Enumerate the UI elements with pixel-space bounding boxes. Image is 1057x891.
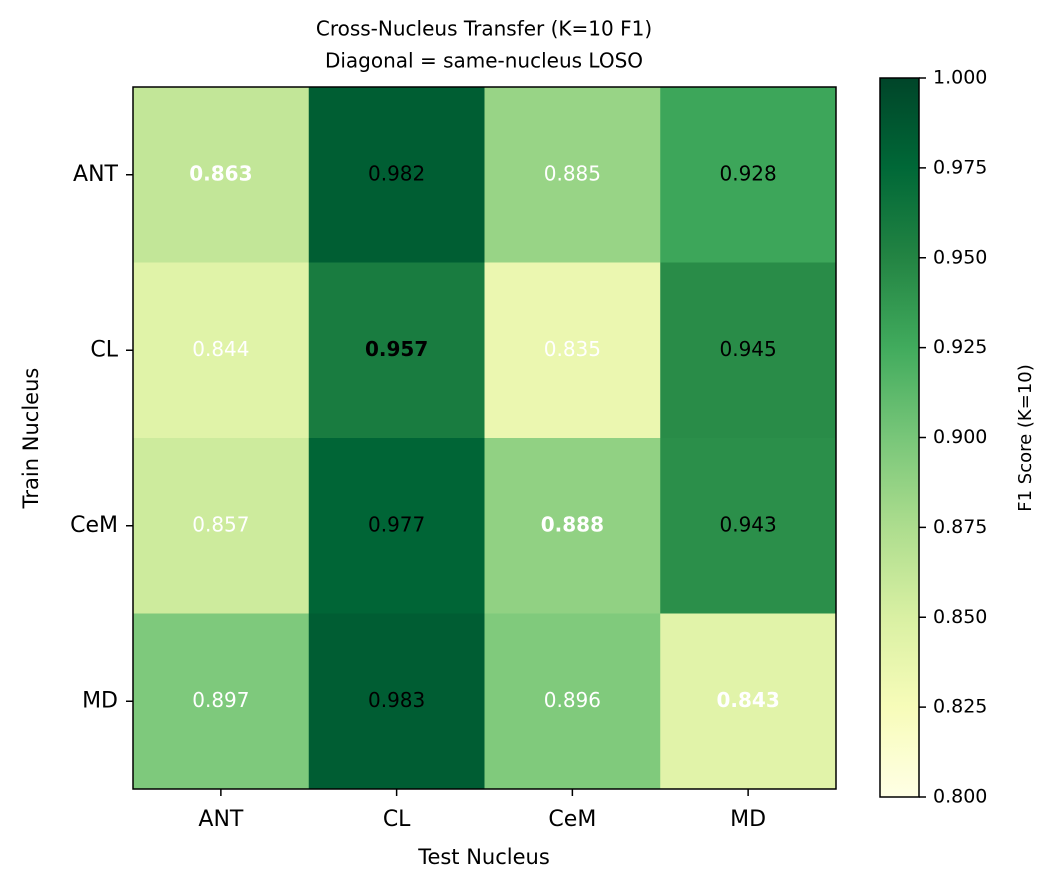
cell-label: 0.983 bbox=[368, 688, 425, 712]
x-tick-label: CL bbox=[383, 807, 411, 832]
colorbar-tick-label: 0.925 bbox=[933, 336, 987, 358]
heatmap-cell bbox=[484, 613, 661, 790]
heatmap-cell bbox=[484, 262, 661, 439]
y-axis-label: Train Nucleus bbox=[19, 368, 43, 510]
x-tick-label: ANT bbox=[198, 807, 244, 832]
y-tick-label: ANT bbox=[73, 162, 119, 187]
chart-subtitle: Diagonal = same-nucleus LOSO bbox=[325, 49, 643, 73]
colorbar-tick-label: 1.000 bbox=[933, 67, 987, 89]
cell-label: 0.843 bbox=[716, 688, 779, 712]
cell-label: 0.885 bbox=[544, 161, 601, 185]
cell-label: 0.888 bbox=[541, 512, 604, 536]
colorbar-tick-label: 0.850 bbox=[933, 606, 987, 628]
heatmap-cell bbox=[660, 262, 837, 439]
heatmap-cell bbox=[133, 613, 310, 790]
heatmap-cell bbox=[660, 613, 837, 790]
heatmap-cell bbox=[133, 438, 310, 614]
heatmap-cell bbox=[660, 87, 837, 263]
colorbar-tick-label: 0.800 bbox=[933, 786, 987, 808]
cell-label: 0.982 bbox=[368, 161, 425, 185]
cell-label: 0.977 bbox=[368, 512, 425, 536]
y-tick-label: CeM bbox=[70, 513, 118, 538]
colorbar-tick-label: 0.900 bbox=[933, 426, 987, 448]
colorbar-tick-label: 0.825 bbox=[933, 696, 987, 718]
cell-label: 0.945 bbox=[719, 337, 776, 361]
cell-label: 0.896 bbox=[544, 688, 601, 712]
cell-label: 0.897 bbox=[192, 688, 249, 712]
cell-label: 0.844 bbox=[192, 337, 249, 361]
cell-label: 0.928 bbox=[719, 161, 776, 185]
colorbar bbox=[879, 77, 920, 798]
heatmap-cell bbox=[660, 438, 837, 614]
chart-title: Cross-Nucleus Transfer (K=10 F1) bbox=[316, 17, 652, 41]
plot-frame bbox=[132, 86, 837, 790]
heatmap-cell bbox=[308, 438, 485, 614]
cell-label: 0.943 bbox=[719, 512, 776, 536]
cell-label: 0.857 bbox=[192, 512, 249, 536]
colorbar-tick-label: 0.875 bbox=[933, 516, 987, 538]
cell-label: 0.863 bbox=[189, 161, 252, 185]
cell-label: 0.835 bbox=[544, 337, 601, 361]
heatmap-cell bbox=[133, 262, 310, 439]
x-tick-label: CeM bbox=[548, 807, 596, 832]
heatmap-cell bbox=[308, 613, 485, 790]
x-tick-label: MD bbox=[730, 807, 766, 832]
heatmap-cell bbox=[133, 87, 310, 263]
heatmap-cell bbox=[484, 438, 661, 614]
heatmap-cell bbox=[484, 87, 661, 263]
y-tick-label: MD bbox=[82, 688, 118, 713]
colorbar-tick-label: 0.950 bbox=[933, 246, 987, 268]
heatmap-cell bbox=[308, 87, 485, 263]
colorbar-tick-label: 0.975 bbox=[933, 156, 987, 178]
cell-label: 0.957 bbox=[365, 337, 428, 361]
x-axis-label: Test Nucleus bbox=[417, 845, 550, 869]
y-tick-label: CL bbox=[90, 337, 118, 362]
heatmap-cell bbox=[308, 262, 485, 439]
colorbar-label: F1 Score (K=10) bbox=[1015, 364, 1036, 512]
